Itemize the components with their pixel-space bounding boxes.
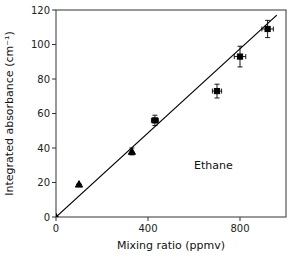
y-error-bar bbox=[265, 20, 270, 37]
y-error-bar bbox=[238, 46, 243, 67]
point bbox=[128, 148, 135, 154]
y-tick-label: 60 bbox=[37, 108, 50, 119]
y-tick bbox=[52, 44, 56, 45]
y-tick bbox=[52, 10, 56, 11]
error-cap bbox=[221, 89, 222, 94]
x-error-bar bbox=[262, 26, 274, 31]
point bbox=[214, 88, 219, 93]
error-cap bbox=[151, 118, 152, 123]
y-tick-label: 100 bbox=[31, 39, 50, 50]
fit-line bbox=[56, 15, 277, 217]
point bbox=[152, 118, 157, 123]
error-cap bbox=[265, 37, 270, 38]
x-tick-label: 400 bbox=[138, 223, 157, 234]
plot-frame bbox=[56, 10, 286, 217]
x-error-bar bbox=[151, 118, 158, 123]
point bbox=[75, 181, 82, 187]
y-tick-label: 40 bbox=[37, 143, 50, 154]
y-error-bar bbox=[152, 115, 157, 125]
error-cap bbox=[245, 54, 246, 59]
point bbox=[237, 54, 242, 59]
y-tick-label: 0 bbox=[44, 212, 50, 223]
error-cap bbox=[215, 97, 220, 98]
x-error-bar bbox=[234, 54, 246, 59]
x-tick bbox=[148, 217, 149, 221]
y-axis-label: Integrated absorbance (cm⁻¹) bbox=[3, 31, 16, 195]
y-error-bar bbox=[215, 84, 220, 98]
x-error-bar bbox=[212, 89, 221, 94]
error-cap bbox=[273, 26, 274, 31]
error-cap bbox=[152, 115, 157, 116]
error-cap bbox=[212, 89, 213, 94]
x-tick-label: 0 bbox=[53, 223, 59, 234]
error-cap bbox=[234, 54, 235, 59]
y-tick-label: 120 bbox=[31, 5, 50, 16]
y-tick bbox=[52, 148, 56, 149]
error-cap bbox=[238, 46, 243, 47]
y-tick bbox=[52, 79, 56, 80]
x-axis-label: Mixing ratio (ppmv) bbox=[117, 239, 225, 252]
x-tick bbox=[240, 217, 241, 221]
x-tick bbox=[56, 217, 57, 221]
annotation: Ethane bbox=[194, 159, 233, 172]
y-tick bbox=[52, 182, 56, 183]
y-tick bbox=[52, 113, 56, 114]
x-tick-label: 800 bbox=[230, 223, 249, 234]
y-tick bbox=[52, 217, 56, 218]
point bbox=[265, 26, 270, 31]
chart: 0 400 800 0 20 40 60 80 100 120 Mixing ratio (ppmv… bbox=[0, 0, 298, 257]
error-cap bbox=[238, 66, 243, 67]
point bbox=[56, 213, 60, 217]
error-cap bbox=[265, 20, 270, 21]
y-tick-label: 80 bbox=[37, 74, 50, 85]
plot-area bbox=[56, 15, 277, 217]
error-cap bbox=[215, 84, 220, 85]
y-tick-label: 20 bbox=[37, 177, 50, 188]
error-cap bbox=[261, 26, 262, 31]
error-cap bbox=[152, 125, 157, 126]
